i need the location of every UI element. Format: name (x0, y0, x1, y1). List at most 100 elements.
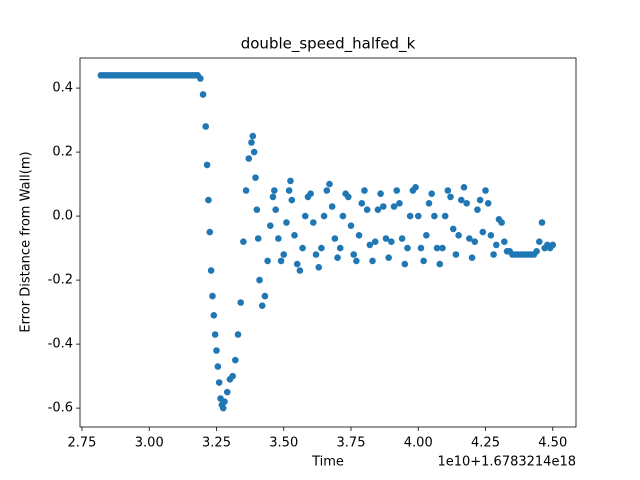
point (199, 91, 207, 98)
point (538, 219, 546, 226)
point (248, 139, 255, 146)
chart-title: double_speed_halfed_k (241, 35, 416, 54)
point (490, 251, 497, 258)
point (412, 183, 419, 191)
point (293, 260, 301, 268)
point (336, 244, 344, 252)
point (234, 331, 242, 338)
point (271, 187, 278, 194)
point (219, 404, 227, 412)
point (345, 193, 352, 201)
x-offset-text: 1e10+1.6783214e18 (437, 455, 576, 470)
point (476, 196, 484, 204)
point (549, 241, 557, 249)
point (425, 199, 433, 207)
y-tick-label: -0.6 (48, 401, 73, 416)
point (202, 123, 210, 130)
point (206, 228, 214, 236)
point (254, 235, 262, 242)
point (242, 187, 250, 194)
point (261, 292, 269, 300)
point (250, 148, 258, 156)
x-axis-label: Time (311, 455, 344, 470)
point (536, 238, 543, 245)
point (468, 254, 476, 262)
point (379, 203, 387, 210)
point (210, 312, 218, 319)
point (406, 212, 414, 220)
point (315, 264, 323, 271)
point (310, 219, 317, 226)
point (307, 190, 314, 197)
point (291, 231, 298, 239)
point (449, 225, 457, 233)
point (328, 203, 336, 210)
x-tick-label: 4.25 (471, 436, 500, 451)
point (221, 398, 228, 406)
point (447, 193, 454, 201)
point (269, 193, 277, 201)
point (277, 257, 285, 265)
point (323, 187, 331, 194)
point (471, 238, 479, 245)
point (452, 251, 460, 258)
x-tick-label: 3.00 (135, 436, 164, 451)
point (331, 235, 339, 242)
point (213, 347, 220, 354)
point (280, 251, 288, 258)
y-tick-label: 0.2 (52, 145, 73, 160)
point (366, 241, 374, 249)
point (355, 231, 363, 239)
point (299, 244, 306, 252)
point (256, 276, 263, 284)
y-tick-label: 0.0 (52, 209, 73, 224)
point (498, 219, 505, 226)
point (474, 206, 481, 213)
point (417, 244, 425, 252)
point (423, 231, 430, 239)
point (334, 254, 341, 262)
point (393, 187, 401, 194)
point (275, 235, 282, 242)
point (223, 388, 231, 396)
y-tick-label: 0.4 (52, 81, 73, 96)
point (203, 161, 211, 169)
y-tick-label: -0.2 (48, 273, 73, 288)
point (283, 219, 290, 226)
point (211, 331, 219, 338)
point (439, 244, 446, 252)
point (232, 356, 239, 364)
point (264, 257, 271, 265)
x-tick-label: 4.00 (404, 436, 433, 451)
plot-frame (79, 57, 577, 428)
point (484, 199, 492, 207)
point (361, 187, 368, 194)
point (501, 238, 508, 245)
point (240, 238, 247, 245)
point (320, 212, 328, 220)
point (272, 206, 279, 213)
point (312, 251, 320, 258)
point (377, 190, 384, 197)
point (385, 254, 392, 262)
point (326, 180, 333, 188)
point (444, 187, 452, 194)
point (420, 257, 427, 265)
point (431, 212, 438, 220)
point (353, 257, 360, 265)
point (245, 155, 253, 162)
point (482, 187, 489, 194)
point (358, 199, 366, 207)
point (487, 231, 495, 239)
point (533, 248, 540, 255)
point (214, 363, 222, 370)
point (363, 206, 371, 213)
point (207, 267, 215, 274)
x-tick-label: 3.75 (337, 436, 366, 451)
point (436, 260, 444, 268)
point (428, 190, 436, 197)
point (369, 257, 376, 265)
